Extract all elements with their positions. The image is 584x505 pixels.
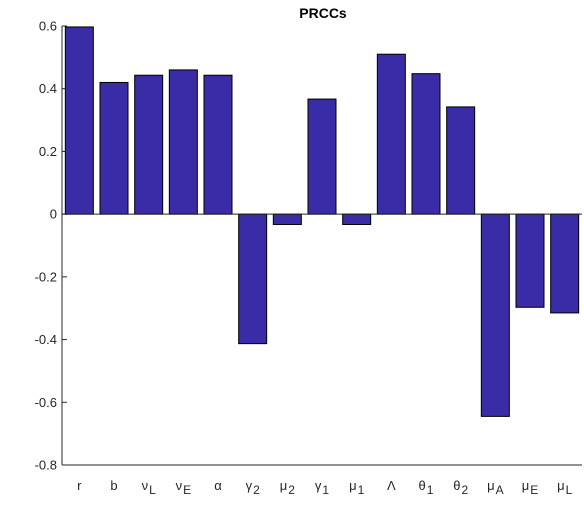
axes xyxy=(61,26,582,466)
x-tick-label: θ2 xyxy=(453,478,468,497)
y-axis-ticks: -0.8 -0.6 -0.4 -0.2 0 0.2 0.4 0.6 xyxy=(35,19,67,473)
y-tick-label: -0.2 xyxy=(35,269,57,284)
x-tick-label: Λ xyxy=(387,478,396,493)
bar xyxy=(342,213,372,225)
x-tick-label: θ1 xyxy=(419,478,434,497)
chart-title: PRCCs xyxy=(299,5,347,21)
bar xyxy=(411,73,441,215)
bar xyxy=(168,69,198,215)
y-tick-label: -0.4 xyxy=(35,332,57,347)
y-tick-label: 0.6 xyxy=(39,19,57,34)
y-tick-label: -0.6 xyxy=(35,395,57,410)
x-tick-label: μ1 xyxy=(349,478,365,497)
bar xyxy=(99,81,129,215)
bar xyxy=(515,213,545,308)
bar xyxy=(134,74,164,215)
y-tick-label: 0 xyxy=(50,207,57,222)
bar xyxy=(446,106,476,215)
bar xyxy=(550,213,580,314)
x-tick-label: γ1 xyxy=(315,478,330,497)
bar xyxy=(480,213,510,417)
bar xyxy=(307,98,337,215)
x-tick-label: b xyxy=(110,478,117,493)
bar xyxy=(203,74,233,215)
y-tick-label: -0.8 xyxy=(35,458,57,473)
bar xyxy=(238,213,268,345)
y-tick-label: 0.2 xyxy=(39,144,57,159)
y-tick-label: 0.4 xyxy=(39,81,57,96)
bar xyxy=(272,213,302,225)
bars xyxy=(64,26,580,417)
x-tick-label: r xyxy=(77,478,82,493)
x-tick-label: μA xyxy=(487,478,504,497)
bar xyxy=(376,53,406,215)
x-tick-label: νL xyxy=(142,478,157,497)
x-tick-label: νE xyxy=(176,478,192,497)
x-tick-label: μ2 xyxy=(280,478,296,497)
bar xyxy=(64,26,94,215)
x-tick-label: μE xyxy=(522,478,539,497)
x-tick-label: γ2 xyxy=(246,478,261,497)
x-tick-label: μL xyxy=(557,478,573,497)
x-tick-label: α xyxy=(214,478,222,493)
